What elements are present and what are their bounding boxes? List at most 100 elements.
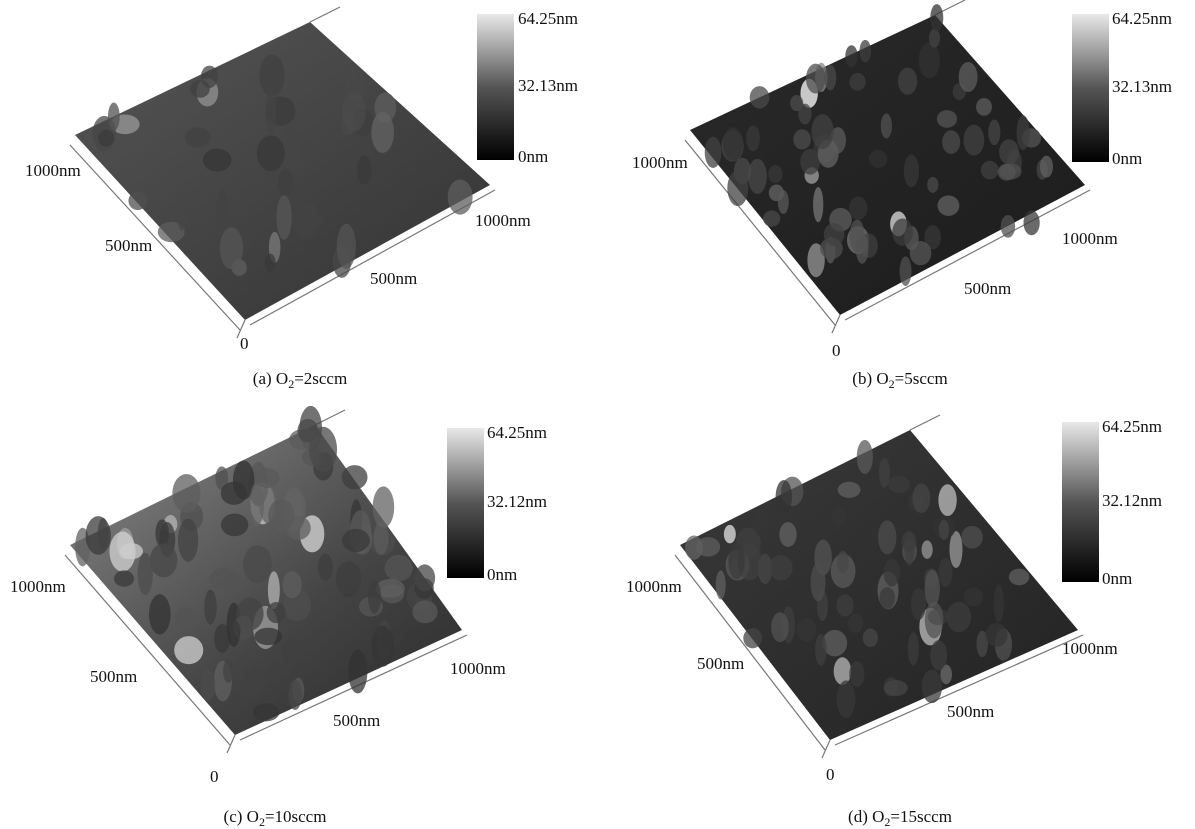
grain [981, 161, 999, 180]
grain [98, 130, 114, 147]
colorbar-label: 0nm [1102, 569, 1132, 588]
grain [837, 680, 856, 718]
axis-label: 500nm [697, 654, 744, 673]
grain [811, 563, 826, 601]
axis-line [227, 735, 235, 753]
grain [768, 165, 782, 183]
axis-label: 0 [832, 341, 841, 360]
grain [108, 103, 120, 131]
axis-label: 500nm [333, 711, 380, 730]
grain [210, 568, 237, 591]
grain [174, 636, 203, 664]
grain [930, 640, 947, 670]
grain [267, 602, 286, 623]
colorbar-label: 64.25nm [1102, 417, 1162, 436]
grain [884, 559, 901, 587]
grain [385, 555, 413, 581]
grain [748, 159, 767, 194]
grain [337, 224, 356, 269]
axis-line [910, 415, 940, 430]
caption-text: (d) O [848, 807, 884, 826]
grain [998, 164, 1016, 181]
grain [254, 468, 280, 488]
grain [723, 127, 743, 160]
grain [964, 588, 984, 607]
axis-label: 1000nm [1062, 639, 1118, 658]
colorbar-label: 0nm [1112, 149, 1142, 168]
colorbar [1072, 14, 1109, 162]
axis-label: 1000nm [25, 161, 81, 180]
caption-text: (b) O [852, 369, 888, 388]
grain [949, 531, 962, 568]
grain [798, 104, 811, 125]
grain [309, 427, 337, 472]
axis-label: 500nm [964, 279, 1011, 298]
grain [850, 220, 865, 253]
grain [986, 623, 1008, 647]
colorbar-label: 64.25nm [1112, 9, 1172, 28]
axis-line [832, 315, 840, 333]
grain [1040, 156, 1053, 178]
grain [836, 594, 853, 616]
grain [863, 629, 878, 648]
grain [824, 223, 845, 246]
grain [114, 570, 134, 586]
grain [223, 659, 233, 683]
grain [86, 516, 111, 555]
grain [268, 499, 294, 532]
grain [138, 553, 153, 595]
grain [254, 628, 282, 645]
grain [368, 580, 381, 613]
axis-label: 1000nm [10, 577, 66, 596]
colorbar-label: 32.13nm [518, 76, 578, 95]
grain [845, 45, 857, 67]
grain [927, 177, 938, 193]
caption-text: =10sccm [265, 807, 327, 826]
grain [1001, 215, 1015, 238]
grain [849, 197, 867, 220]
grain [763, 210, 780, 226]
grain [342, 92, 366, 132]
grain [849, 661, 864, 687]
grain [746, 125, 760, 151]
grain [806, 64, 825, 94]
grain [878, 520, 896, 554]
axis-label: 1000nm [475, 211, 531, 230]
grain [859, 40, 871, 63]
axis-label: 500nm [90, 667, 137, 686]
axis-label: 0 [210, 767, 219, 786]
colorbar-label: 32.12nm [487, 492, 547, 511]
grain [771, 612, 789, 642]
grain [724, 525, 736, 543]
grain [177, 192, 187, 231]
grain [230, 621, 241, 643]
grain [888, 476, 910, 493]
figure: 64.25nm 32.13nm 0nm 1000nm 500nm 0 500nm 1000nm… [0, 0, 1195, 829]
grain [241, 667, 265, 699]
grain [879, 458, 890, 488]
grain [1023, 210, 1039, 235]
grain [705, 137, 722, 168]
axis-line [822, 740, 830, 758]
grain [963, 125, 984, 156]
grain [881, 113, 892, 138]
grain [929, 29, 940, 48]
grain [925, 570, 940, 608]
axis-line [310, 7, 340, 22]
grain [221, 482, 247, 505]
grain [1009, 569, 1029, 586]
grain [175, 607, 195, 629]
caption-text: =5sccm [895, 369, 948, 388]
grain [743, 628, 762, 648]
grain [898, 68, 917, 95]
grain [908, 632, 919, 665]
grain [901, 531, 916, 551]
grain [281, 639, 309, 661]
grain [172, 474, 200, 513]
afm-panel: 64.25nm32.13nm0nm1000nm500nm0500nm1000nm… [25, 7, 578, 391]
grain [904, 155, 919, 188]
caption-text: =2sccm [294, 369, 347, 388]
axis-label: 500nm [105, 236, 152, 255]
axis-label: 0 [240, 334, 249, 353]
grain [910, 241, 932, 265]
